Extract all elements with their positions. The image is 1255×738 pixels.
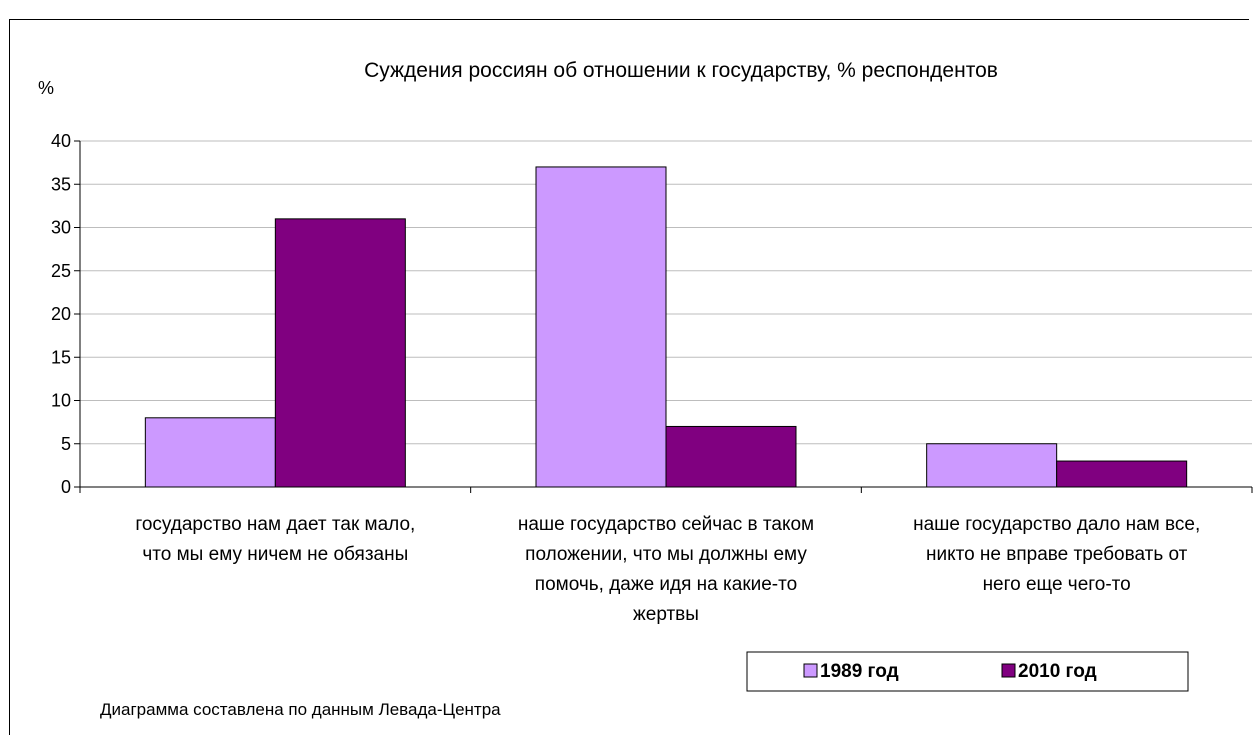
source-note: Диаграмма составлена по данным Левада-Це… [100, 700, 501, 719]
y-axis-label: % [38, 78, 54, 98]
legend-swatch-1989 [803, 663, 818, 678]
x-category-label: государство нам дает так мало, [135, 514, 415, 535]
y-tick-label: 5 [61, 434, 71, 454]
x-category-label: жертвы [633, 604, 699, 625]
bar-1989-cat1 [144, 417, 276, 488]
chart-title: Суждения россиян об отношении к государс… [364, 59, 998, 82]
x-category-label: положении, что мы должны ему [525, 544, 807, 565]
bar-2010-cat3 [1056, 460, 1188, 488]
chart-frame [9, 19, 1249, 735]
x-category-label: наше государство дало нам все, [913, 514, 1200, 535]
bar-1989-cat2 [535, 166, 667, 488]
x-category-label: помочь, даже идя на какие-то [535, 574, 797, 595]
bar-2010-cat1 [274, 218, 406, 488]
y-tick-label: 25 [51, 261, 71, 281]
x-category-label: никто не вправе требовать от [926, 544, 1188, 565]
y-tick-label: 20 [51, 304, 71, 324]
bar-1989-cat3 [926, 443, 1058, 488]
bar-2010-cat2 [665, 425, 797, 488]
legend-label-2010: 2010 год [1018, 661, 1097, 682]
y-tick-label: 0 [61, 477, 71, 497]
y-tick-label: 30 [51, 218, 71, 238]
x-category-label: него еще чего-то [983, 574, 1131, 595]
y-tick-label: 15 [51, 347, 71, 367]
legend-label-1989: 1989 год [820, 661, 899, 682]
x-category-label: наше государство сейчас в таком [518, 514, 814, 535]
y-tick-label: 10 [51, 391, 71, 411]
y-tick-label: 40 [51, 131, 71, 151]
legend-swatch-2010 [1001, 663, 1016, 678]
legend-box [746, 651, 1189, 692]
y-tick-label: 35 [51, 174, 71, 194]
x-category-label: что мы ему ничем не обязаны [142, 544, 408, 565]
